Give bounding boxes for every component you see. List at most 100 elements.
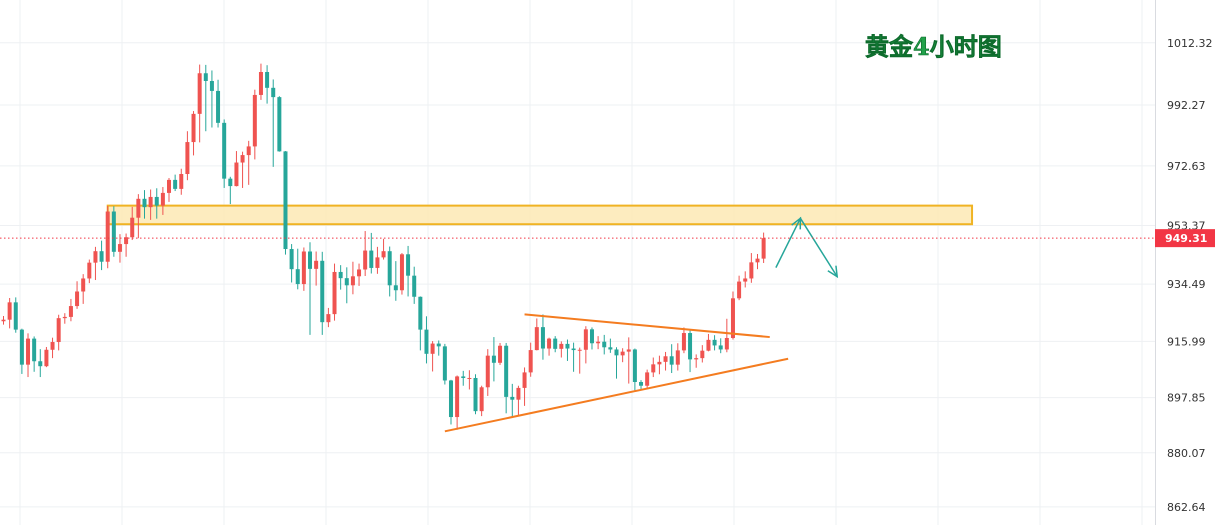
candle-body — [240, 155, 245, 163]
candle — [332, 263, 337, 321]
candle-body — [209, 81, 214, 91]
candle — [461, 370, 466, 386]
candle-body — [436, 343, 441, 347]
grid — [0, 0, 1155, 525]
candle-body — [467, 377, 472, 379]
y-tick-label: 934.49 — [1167, 278, 1206, 291]
candle — [681, 327, 686, 354]
candle — [602, 334, 607, 355]
candle — [473, 374, 478, 415]
candle — [418, 296, 423, 351]
candle — [553, 336, 558, 353]
y-tick-label: 992.27 — [1167, 99, 1206, 112]
candle-body — [651, 364, 656, 373]
candle — [105, 205, 110, 269]
candle — [142, 190, 147, 219]
candle-body — [516, 387, 521, 400]
candle — [314, 251, 319, 286]
candle-body — [130, 217, 135, 238]
candle-body — [632, 349, 637, 383]
candle-body — [87, 262, 92, 279]
candle — [75, 281, 80, 309]
chart-title: 黄金4小时图 — [865, 32, 1002, 61]
candle — [234, 151, 239, 187]
triangle-lower-line — [444, 357, 789, 433]
candle — [706, 333, 711, 352]
candle — [179, 168, 184, 195]
candle-body — [363, 250, 368, 270]
y-tick-label: 897.85 — [1167, 392, 1206, 405]
candle-body — [730, 298, 735, 338]
current-price-box — [1155, 229, 1215, 248]
candle-body — [13, 302, 18, 330]
candle — [724, 318, 729, 353]
candle — [608, 338, 613, 353]
candle-body — [308, 251, 312, 269]
candle-body — [1, 319, 6, 322]
candle-body — [357, 269, 362, 277]
candle-body — [412, 275, 417, 297]
candle-body — [234, 162, 239, 187]
candle-body — [528, 350, 533, 373]
candle-body — [93, 251, 98, 263]
candle-body — [485, 355, 490, 388]
candle-body — [681, 333, 686, 351]
candle-body — [430, 343, 435, 354]
triangle-upper-line — [524, 313, 770, 339]
candle — [277, 96, 282, 152]
candle — [301, 247, 306, 291]
candle-body — [491, 355, 496, 363]
candle-body — [399, 254, 404, 291]
candle — [111, 206, 116, 257]
candle — [148, 189, 153, 220]
candle-body — [295, 269, 300, 285]
candle — [283, 151, 288, 255]
candle-body — [105, 211, 110, 262]
candle — [160, 187, 165, 215]
y-tick-label: 972.63 — [1167, 160, 1206, 173]
candle-body — [724, 337, 729, 350]
candle-body — [553, 338, 558, 349]
candle-body — [142, 198, 147, 208]
candle — [620, 348, 625, 363]
candle-body — [160, 192, 165, 206]
candle-body — [455, 376, 460, 418]
candle-body — [688, 333, 693, 360]
candle-body — [179, 174, 184, 189]
candle-body — [197, 73, 202, 114]
candle-body — [62, 316, 67, 319]
candle-body — [700, 350, 705, 359]
candle-body — [228, 178, 233, 187]
candle — [534, 318, 539, 351]
candle-body — [540, 327, 545, 349]
resistance-zone — [106, 204, 974, 226]
candle — [50, 337, 55, 359]
candle-body — [136, 198, 141, 218]
candle — [167, 178, 172, 202]
candle-body — [350, 276, 355, 286]
candle — [749, 253, 754, 283]
forecast-arrowhead-up — [791, 216, 802, 230]
candle-body — [498, 345, 503, 363]
candle-body — [344, 278, 349, 286]
candle — [203, 64, 208, 132]
candle-body — [32, 338, 37, 362]
candle-body — [669, 356, 674, 365]
candle-body — [148, 196, 153, 208]
candle — [87, 259, 92, 284]
candle — [583, 326, 588, 364]
candle — [399, 253, 404, 295]
candle — [737, 275, 742, 301]
candle — [632, 348, 637, 391]
y-tick-label: 1012.32 — [1167, 37, 1213, 50]
candle — [657, 355, 662, 375]
current-price-tag: 949.31 — [0, 229, 1215, 248]
candle — [639, 380, 644, 390]
candle-body — [442, 346, 447, 381]
candle-body — [577, 349, 582, 351]
y-tick-label: 862.64 — [1167, 501, 1206, 514]
candle — [265, 65, 270, 104]
candle — [197, 64, 202, 143]
candle — [436, 340, 441, 356]
candle — [663, 351, 668, 371]
